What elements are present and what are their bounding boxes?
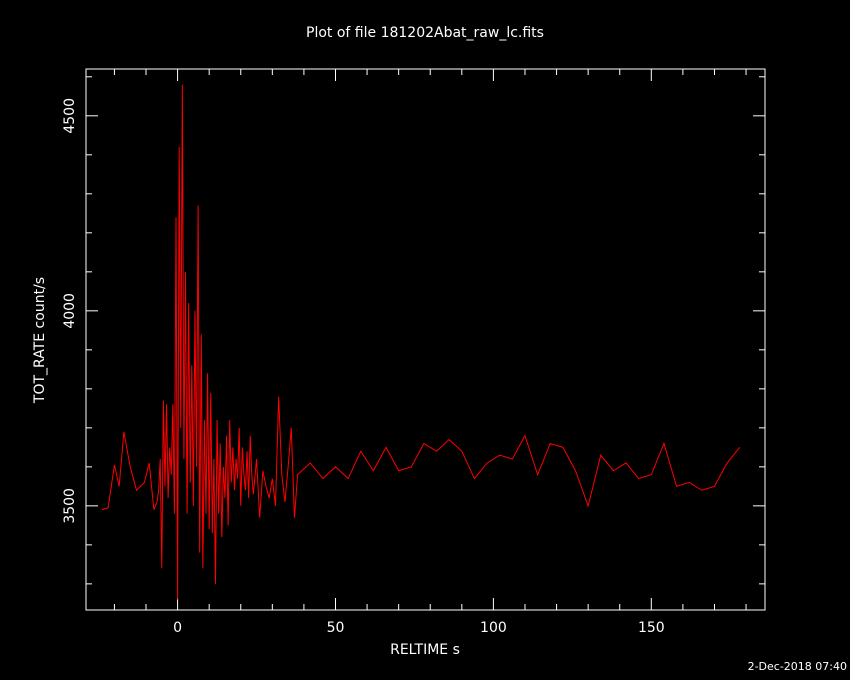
y-tick-label: 4000 — [62, 293, 78, 329]
y-axis-label: TOT_RATE count/s — [32, 277, 48, 404]
y-tick-label: 4500 — [62, 98, 78, 134]
y-tick-label: 3500 — [62, 488, 78, 524]
light-curve — [101, 84, 741, 600]
x-tick-label: 50 — [327, 620, 345, 636]
x-tick-label: 150 — [638, 620, 665, 636]
timestamp: 2-Dec-2018 07:40 — [748, 660, 847, 673]
x-tick-label: 100 — [480, 620, 507, 636]
chart-title: Plot of file 181202Abat_raw_lc.fits — [306, 25, 544, 41]
x-tick-label: 0 — [173, 620, 182, 636]
x-axis-label: RELTIME s — [390, 642, 460, 658]
plot-frame — [85, 68, 766, 611]
